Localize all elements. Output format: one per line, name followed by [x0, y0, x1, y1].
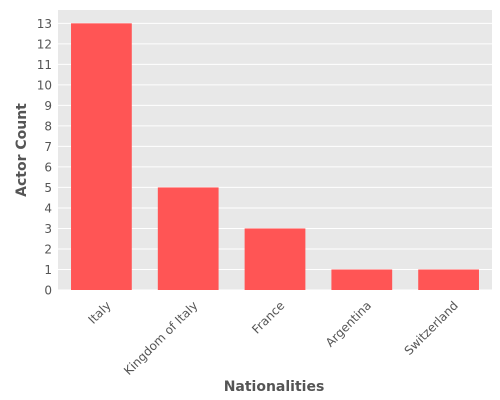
bars — [71, 23, 479, 290]
x-tick-label: Argentina — [323, 298, 374, 349]
x-tick-label: France — [249, 298, 287, 336]
bar-kingdom-of-italy — [157, 187, 219, 290]
y-tick-label: 11 — [37, 58, 52, 72]
y-tick-label: 13 — [37, 17, 52, 31]
y-tick-label: 6 — [44, 160, 52, 174]
x-tick-labels: Italy Kingdom of Italy France Argentina Swit… — [85, 298, 461, 377]
y-tick-label: 12 — [37, 37, 52, 51]
bar-switzerland — [418, 269, 479, 290]
y-tick-label: 7 — [44, 140, 52, 154]
y-tick-label: 1 — [44, 263, 52, 277]
bar-italy — [71, 23, 132, 290]
y-axis-label: Actor Count — [14, 103, 30, 197]
y-tick-label: 5 — [44, 181, 52, 195]
bar-france — [244, 228, 306, 290]
y-tick-label: 0 — [44, 284, 52, 298]
y-tick-label: 3 — [44, 222, 52, 236]
y-tick-label: 10 — [37, 78, 52, 92]
y-tick-label: 8 — [44, 119, 52, 133]
y-tick-label: 4 — [44, 201, 52, 215]
bar-argentina — [331, 269, 393, 290]
x-tick-label: Switzerland — [402, 298, 461, 357]
y-tick-label: 2 — [44, 242, 52, 256]
x-tick-label: Italy — [85, 298, 113, 326]
x-axis-label: Nationalities — [224, 379, 325, 395]
x-tick-label: Kingdom of Italy — [121, 298, 200, 377]
y-tick-label: 9 — [44, 99, 52, 113]
